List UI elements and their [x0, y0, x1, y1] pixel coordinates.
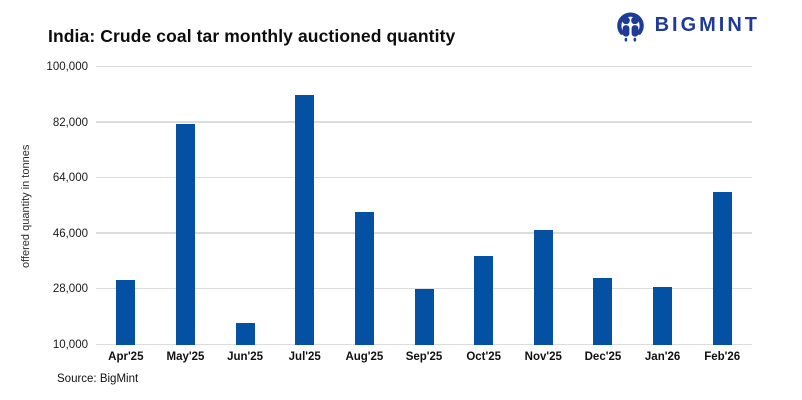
bar-slot: [215, 67, 275, 345]
bar: [414, 289, 434, 345]
source-note: Source: BigMint: [57, 373, 139, 385]
plot-area: [96, 65, 752, 345]
bar-slot: [513, 67, 573, 345]
bar: [593, 277, 613, 345]
bar-slot: [454, 67, 514, 345]
x-tick-label: Dec'25: [584, 351, 622, 363]
bar-slot: [275, 67, 335, 345]
gridline: [96, 65, 752, 67]
gridline: [96, 287, 752, 290]
y-tick-label: 28,000: [52, 283, 88, 296]
bigmint-wordmark: BIGMINT: [654, 13, 760, 36]
x-tick-label: May'25: [166, 351, 205, 363]
bigmint-logo: BIGMINT: [614, 7, 760, 43]
bar: [533, 229, 553, 345]
bar: [712, 191, 732, 345]
y-tick-label: 10,000: [52, 339, 88, 351]
bar-slot: [573, 67, 633, 345]
bar-slot: [633, 67, 693, 345]
bar-slot: [156, 67, 216, 345]
bar: [354, 211, 374, 345]
gridline: [96, 232, 752, 234]
x-tick-label: Feb'26: [704, 351, 741, 363]
bar-slot: [692, 67, 752, 345]
x-axis-tick-labels: Apr'25 May'25 Jun'25 Jul'25 Aug'25 Sep'25 Oct'…: [96, 351, 752, 363]
gridline: [96, 176, 752, 179]
x-tick-label: Jan'26: [644, 351, 681, 363]
bigmint-people-icon: [614, 7, 647, 43]
x-tick-label: Nov'25: [524, 351, 562, 363]
x-tick-label: Oct'25: [466, 351, 502, 363]
y-tick-label: 82,000: [52, 116, 88, 129]
x-tick-label: Sep'25: [405, 351, 443, 363]
x-tick-label: Jun'25: [227, 351, 264, 363]
bar-slot: [335, 67, 395, 345]
chart-title: India: Crude coal tar monthly auctioned …: [48, 26, 456, 46]
bar: [116, 280, 136, 345]
bar-slot: [394, 67, 454, 345]
bar: [175, 124, 195, 345]
gridline: [96, 121, 752, 123]
x-tick-label: Jul'25: [288, 351, 321, 363]
bar: [295, 94, 315, 345]
x-tick-label: Aug'25: [345, 351, 384, 363]
y-tick-label: 46,000: [52, 227, 88, 240]
y-tick-label: 64,000: [52, 172, 88, 185]
bar-slot: [96, 67, 156, 345]
bars-layer: [96, 67, 752, 345]
y-tick-label: 100,000: [46, 61, 88, 73]
x-tick-label: Apr'25: [108, 351, 144, 363]
bar: [235, 322, 255, 345]
bar: [474, 256, 494, 345]
y-axis-tick-labels: 10,000 28,000 46,000 64,000 82,000 100,000: [0, 61, 88, 351]
bar: [653, 286, 673, 345]
